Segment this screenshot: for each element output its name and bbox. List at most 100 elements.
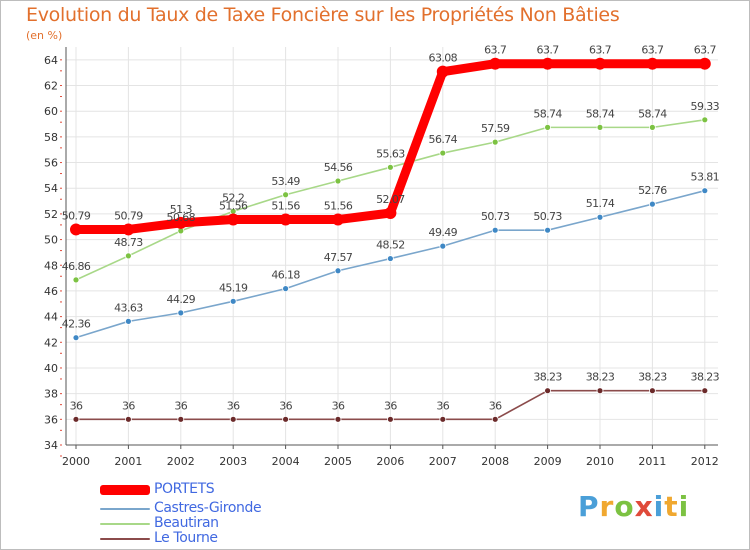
y-tick-label: 38 [44,388,58,401]
logo-letter: P [578,490,600,523]
x-tick-label: 2003 [219,455,247,468]
data-point-castres-gironde [544,226,551,234]
data-point-castres-gironde [229,297,237,305]
data-label-portets: 50.79 [114,209,143,222]
data-label-castres-gironde: 53.81 [691,171,720,184]
data-label-beautiran: 54.56 [324,161,353,174]
data-point-beautiran [334,177,342,185]
data-label-beautiran: 55.63 [376,147,405,160]
data-point-castres-gironde [177,309,185,317]
data-point-le-tourne [386,415,394,423]
data-point-le-tourne [544,387,551,395]
data-point-castres-gironde [282,285,290,293]
data-label-beautiran: 58.74 [638,107,667,120]
chart-title: Evolution du Taux de Taxe Foncière sur l… [26,4,620,26]
data-label-le-tourne: 38.23 [586,371,615,384]
data-point-beautiran [544,123,551,131]
y-tick-label: 36 [44,413,58,426]
data-point-castres-gironde [439,242,447,250]
data-point-le-tourne [72,415,80,423]
data-label-castres-gironde: 51.74 [586,197,615,210]
data-label-portets: 63.08 [429,52,458,65]
data-label-castres-gironde: 46.18 [271,269,300,282]
data-label-castres-gironde: 44.29 [167,293,196,306]
legend-swatch-portets [100,485,150,495]
y-tick-label: 48 [44,259,58,272]
logo-letter: o [614,490,635,523]
data-point-beautiran [439,149,447,157]
data-point-beautiran [386,163,394,171]
data-point-portets [70,223,82,236]
data-label-portets: 63.7 [641,44,664,57]
data-label-castres-gironde: 49.49 [429,226,458,239]
data-point-portets [698,57,711,70]
data-point-le-tourne [124,415,132,423]
data-point-beautiran [649,123,656,131]
chart-legend: PORTETS Castres-Gironde Beautiran Le Tou… [100,481,330,546]
legend-item-castres-gironde: Castres-Gironde [100,500,330,516]
x-tick-label: 2001 [114,455,142,468]
logo-letter: t [664,490,679,523]
x-tick-label: 2000 [62,455,90,468]
data-label-portets: 63.7 [484,44,507,57]
data-label-castres-gironde: 50.73 [481,210,510,223]
data-label-le-tourne: 36 [332,399,345,412]
data-point-castres-gironde [649,200,656,208]
data-point-castres-gironde [596,213,604,221]
legend-item-le-tourne: Le Tourne [100,530,330,546]
legend-swatch-beautiran [100,523,150,525]
data-point-le-tourne [229,415,237,423]
data-point-castres-gironde [386,255,394,262]
data-point-beautiran [701,116,709,124]
data-label-castres-gironde: 47.57 [324,251,353,264]
x-tick-label: 2008 [481,455,509,468]
data-point-portets [332,213,344,226]
data-label-beautiran: 53.49 [271,175,300,188]
data-point-portets [594,57,606,70]
data-label-castres-gironde: 48.52 [376,239,405,252]
data-label-beautiran: 58.74 [533,107,562,120]
data-label-portets: 51.56 [219,200,248,213]
data-label-le-tourne: 38.23 [638,371,667,384]
data-label-le-tourne: 36 [279,399,292,412]
x-tick-label: 2010 [586,455,614,468]
y-tick-label: 42 [44,336,58,349]
legend-label-beautiran: Beautiran [154,515,219,531]
data-label-portets: 51.56 [324,200,353,213]
data-label-beautiran: 59.33 [691,100,720,113]
y-tick-label: 34 [44,439,58,452]
data-label-portets: 51.56 [271,200,300,213]
data-label-portets: 51.3 [170,203,193,216]
data-point-portets [489,57,502,70]
y-tick-label: 46 [44,285,58,298]
x-tick-label: 2011 [638,455,666,468]
y-tick-label: 62 [44,80,58,93]
proxiti-logo: Proxiti [578,490,689,523]
data-point-castres-gironde [72,334,80,342]
data-label-beautiran: 46.86 [62,260,91,273]
y-tick-label: 44 [44,311,58,324]
data-label-portets: 50.79 [62,209,91,222]
data-label-le-tourne: 38.23 [533,371,562,384]
logo-letter: r [599,490,615,523]
data-label-le-tourne: 36 [489,399,502,412]
logo-letter: x [634,490,654,523]
y-tick-label: 54 [44,182,58,195]
x-tick-label: 2007 [429,455,457,468]
data-label-le-tourne: 38.23 [691,371,720,384]
y-tick-label: 60 [44,105,58,118]
data-label-beautiran: 57.59 [481,122,510,135]
legend-swatch-le-tourne [100,538,150,540]
data-point-beautiran [282,191,290,199]
data-label-beautiran: 52.2 [222,191,244,204]
data-point-portets [646,57,659,70]
data-point-beautiran [491,138,499,146]
data-point-beautiran [124,252,132,260]
data-point-le-tourne [649,387,656,395]
logo-letter: i [678,490,690,523]
y-tick-label: 56 [44,157,58,170]
logo-letter: i [653,490,665,523]
data-label-castres-gironde: 42.36 [62,318,91,331]
